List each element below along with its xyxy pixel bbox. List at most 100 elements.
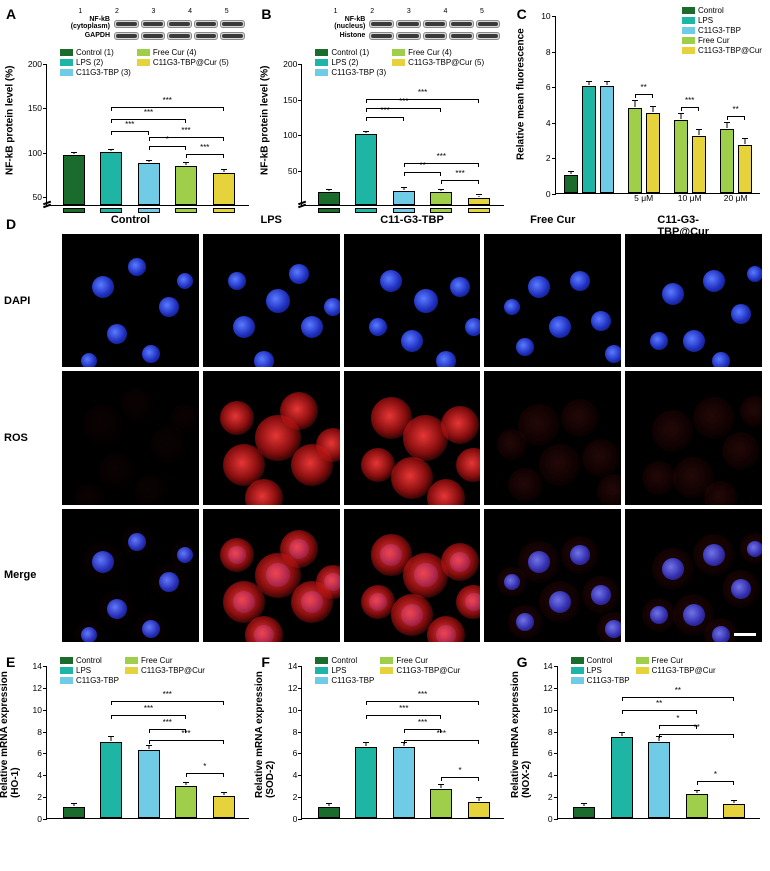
bar <box>355 747 377 818</box>
legend-text: C11G3-TBP <box>698 26 741 35</box>
ros-signal <box>652 548 694 590</box>
legend-text: C11G3-TBP <box>587 676 630 685</box>
legend-text: LPS <box>587 666 602 675</box>
sig-label: *** <box>455 169 464 178</box>
nucleus <box>570 271 590 291</box>
legend-item: LPS <box>571 666 630 675</box>
sig-label: *** <box>163 690 172 699</box>
y-tick-mark <box>554 797 558 798</box>
sig-label: *** <box>418 690 427 699</box>
nucleus <box>142 345 160 363</box>
legend-item: Control <box>682 6 762 15</box>
sig-bracket <box>404 163 479 164</box>
nucleus <box>289 264 309 284</box>
ros-signal <box>582 576 620 614</box>
blot-band <box>220 20 245 28</box>
microscopy-cell <box>203 509 340 642</box>
nucleus <box>703 270 725 292</box>
legend-text: C11G3-TBP@Cur <box>396 666 460 675</box>
legend-swatch <box>380 667 393 674</box>
nucleus <box>516 338 534 356</box>
y-tick-mark <box>298 135 302 136</box>
ros-signal <box>361 585 395 619</box>
ros-signal <box>170 403 199 433</box>
legend-swatch <box>60 69 73 76</box>
bar <box>648 742 670 819</box>
legend-item: LPS (2) <box>315 58 386 67</box>
legend-item: C11G3-TBP@Cur (5) <box>392 58 484 67</box>
sig-bracket <box>404 740 479 741</box>
blot-band <box>167 20 192 28</box>
ros-signal <box>740 533 762 563</box>
error-bar <box>441 785 442 787</box>
legend-swatch <box>380 657 393 664</box>
sig-label: ** <box>675 686 681 695</box>
sig-bracket <box>659 725 697 726</box>
nucleus <box>436 351 456 368</box>
sig-bracket <box>186 773 224 774</box>
y-axis-title: Relative mean fluorescence <box>515 28 526 160</box>
error-cap <box>476 194 482 195</box>
y-tick-mark <box>552 52 556 53</box>
blot-band <box>141 20 166 28</box>
bar-base <box>468 208 490 213</box>
microscopy-cell <box>62 234 199 367</box>
sig-label: ** <box>641 83 647 92</box>
legend-text: C11G3-TBP (3) <box>331 68 386 77</box>
y-tick-mark <box>554 666 558 667</box>
bar <box>100 152 122 205</box>
ros-signal <box>582 439 620 477</box>
sig-label: *** <box>685 96 694 105</box>
ros-signal <box>740 396 762 426</box>
x-tick-label: 5 μM <box>634 193 653 203</box>
ros-signal <box>652 410 694 452</box>
y-tick: 10 <box>541 11 550 21</box>
bar-base <box>430 208 452 213</box>
ros-signal <box>642 461 676 495</box>
legend-swatch <box>60 677 73 684</box>
legend-text: Control <box>76 656 102 665</box>
blot-band <box>194 32 219 40</box>
error-cap <box>71 803 77 804</box>
sig-bracket <box>366 99 479 100</box>
bar <box>138 750 160 818</box>
bar <box>393 747 415 818</box>
sig-label: *** <box>418 88 427 97</box>
y-tick: 150 <box>28 103 42 113</box>
error-cap <box>632 100 638 101</box>
legend-item: LPS (2) <box>60 58 131 67</box>
y-tick: 0 <box>546 189 551 199</box>
legend-swatch <box>315 69 328 76</box>
legend-swatch <box>315 59 328 66</box>
ros-signal <box>245 616 283 642</box>
nucleus <box>650 332 668 350</box>
legend: ControlLPSC11G3-TBPFree CurC11G3-TBP@Cur <box>571 656 722 686</box>
y-tick-mark <box>554 710 558 711</box>
y-tick-mark <box>298 100 302 101</box>
plot-area: 50100150200**************** <box>46 64 249 206</box>
y-tick: 150 <box>283 95 297 105</box>
column-header: Control <box>111 214 150 226</box>
blot-band <box>449 32 474 40</box>
ros-signal <box>98 452 136 490</box>
legend-item: Control <box>571 656 630 665</box>
microscopy-cell <box>344 371 481 504</box>
legend-text: LPS <box>331 666 346 675</box>
y-tick: 10 <box>543 705 552 715</box>
y-tick: 6 <box>548 748 553 758</box>
sig-label: *** <box>125 120 134 129</box>
panel-b: B 50100150200*****************NF-kB prot… <box>259 4 510 214</box>
sig-label: *** <box>399 704 408 713</box>
legend-text: C11G3-TBP <box>76 676 119 685</box>
y-tick: 12 <box>288 683 297 693</box>
nucleus <box>233 316 255 338</box>
nucleus <box>401 330 423 352</box>
bar <box>175 166 197 205</box>
sig-label: *** <box>200 143 209 152</box>
error-cap <box>678 113 684 114</box>
y-tick: 50 <box>288 166 297 176</box>
legend: Control (1)LPS (2)C11G3-TBP (3)Free Cur … <box>315 48 490 78</box>
error-cap <box>363 742 369 743</box>
ros-signal <box>74 620 104 642</box>
error-bar <box>584 804 585 806</box>
